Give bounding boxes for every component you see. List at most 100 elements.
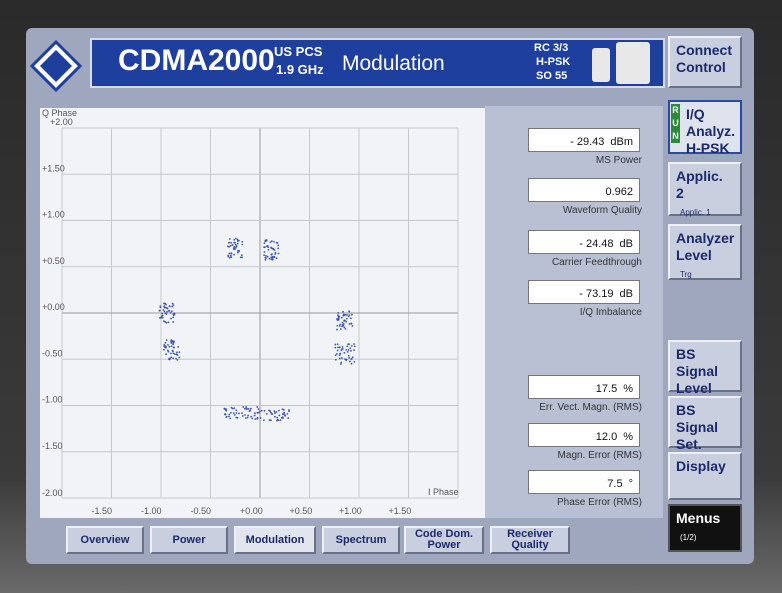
constellation-point	[229, 253, 231, 255]
constellation-point	[258, 412, 260, 414]
tab[interactable]: Modulation	[234, 526, 316, 554]
band: US PCS	[274, 44, 322, 59]
constellation-point	[270, 241, 272, 243]
constellation-point	[265, 255, 267, 257]
constellation-point	[164, 342, 166, 344]
constellation-point	[341, 348, 343, 350]
constellation-point	[276, 417, 278, 419]
unit: dB	[620, 288, 633, 300]
y-tick-label: -1.50	[42, 441, 63, 451]
constellation-point	[287, 417, 289, 419]
constellation-point	[278, 253, 280, 255]
constellation-point	[339, 354, 341, 356]
constellation-point	[283, 413, 285, 415]
x-tick-label: +0.00	[240, 506, 263, 516]
constellation-point	[264, 240, 266, 242]
constellation-point	[334, 344, 336, 346]
constellation-point	[168, 346, 170, 348]
tab[interactable]: Receiver Quality	[490, 526, 570, 554]
constellation-point	[338, 316, 340, 318]
constellation-point	[241, 254, 243, 256]
constellation-point	[261, 410, 263, 412]
constellation-point	[276, 411, 278, 413]
value: - 73.19	[579, 288, 613, 300]
constellation-point	[227, 256, 229, 258]
constellation-point	[335, 354, 337, 356]
constellation-point	[342, 315, 344, 317]
constellation-point	[166, 311, 168, 313]
constellation-point	[247, 417, 249, 419]
constellation-point	[173, 340, 175, 342]
constellation-point	[342, 346, 344, 348]
x-tick-label: -1.00	[141, 506, 162, 516]
constellation-point	[348, 311, 350, 313]
y-tick-label: +1.50	[42, 163, 65, 173]
constellation-point	[343, 352, 345, 354]
softkey[interactable]: Connect Control	[668, 36, 742, 88]
constellation-point	[349, 360, 351, 362]
constellation-point	[348, 315, 350, 317]
tab[interactable]: Overview	[66, 526, 144, 554]
constellation-point	[228, 242, 230, 244]
constellation-point	[242, 406, 244, 408]
constellation-point	[346, 318, 348, 320]
constellation-point	[229, 417, 231, 419]
constellation-point	[351, 358, 353, 360]
constellation-point	[344, 314, 346, 316]
constellation-point	[230, 412, 232, 414]
softkey[interactable]: BS Signal LevelImp	[668, 340, 742, 392]
constellation-point	[345, 349, 347, 351]
constellation-point	[254, 418, 256, 420]
value: - 29.43	[570, 136, 604, 148]
constellation-point	[173, 314, 175, 316]
constellation-point	[166, 339, 168, 341]
tab[interactable]: Code Dom. Power	[404, 526, 484, 554]
constellation-point	[240, 256, 242, 258]
constellation-point	[160, 317, 162, 319]
constellation-point	[270, 419, 272, 421]
constellation-point	[266, 239, 268, 241]
label: Display	[676, 458, 726, 474]
constellation-point	[236, 245, 238, 247]
constellation-point	[171, 341, 173, 343]
y-axis-label: Q Phase	[42, 108, 77, 118]
constellation-point	[247, 415, 249, 417]
constellation-point	[276, 257, 278, 259]
title: CDMA2000	[118, 44, 275, 78]
softkey[interactable]: BS Signal Set.P.Ctrl	[668, 396, 742, 448]
constellation-point	[336, 325, 338, 327]
constellation-point	[341, 357, 343, 359]
constellation-point	[275, 252, 277, 254]
result-label: I/Q Imbalance	[492, 307, 642, 318]
constellation-point	[168, 321, 170, 323]
constellation-point	[347, 351, 349, 353]
tab[interactable]: Spectrum	[322, 526, 400, 554]
constellation-point	[230, 252, 232, 254]
constellation-point	[164, 321, 166, 323]
constellation-point	[272, 248, 274, 250]
constellation-point	[265, 257, 267, 259]
softkey[interactable]: Display	[668, 452, 742, 500]
constellation-point	[288, 410, 290, 412]
label: Connect Control	[676, 42, 732, 75]
y-tick-label: -2.00	[42, 488, 63, 498]
constellation-point	[230, 245, 232, 247]
constellation-point	[254, 415, 256, 417]
logo	[30, 40, 82, 92]
constellation-point	[232, 408, 234, 410]
softkey[interactable]: Menus(1/2)	[668, 504, 742, 552]
constellation-point	[163, 344, 165, 346]
constellation-point	[343, 326, 345, 328]
constellation-point	[233, 407, 235, 409]
constellation-point	[346, 345, 348, 347]
tab[interactable]: Power	[150, 526, 228, 554]
constellation-point	[258, 408, 260, 410]
constellation-point	[277, 247, 279, 249]
constellation-point	[234, 414, 236, 416]
constellation-point	[175, 358, 177, 360]
constellation-point	[340, 363, 342, 365]
icon	[616, 42, 650, 84]
